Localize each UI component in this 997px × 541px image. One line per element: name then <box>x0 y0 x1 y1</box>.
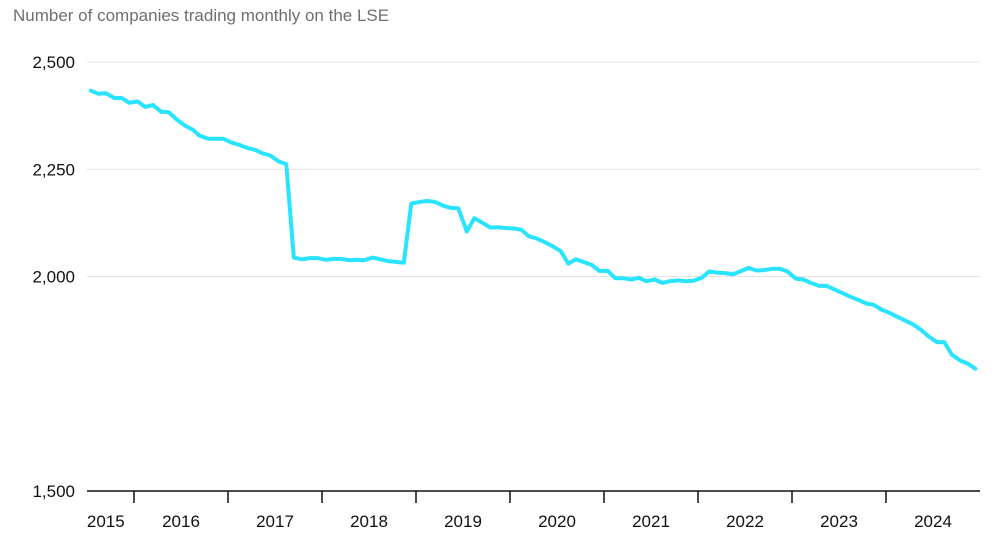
x-tick-label: 2023 <box>820 512 858 531</box>
x-tick-label: 2021 <box>632 512 670 531</box>
x-tick-label: 2015 <box>87 512 125 531</box>
x-tick-label: 2016 <box>162 512 200 531</box>
gridlines <box>87 61 980 277</box>
x-tick-label: 2020 <box>538 512 576 531</box>
y-tick-label: 1,500 <box>32 482 75 501</box>
x-tick-label: 2024 <box>914 512 952 531</box>
series-layer <box>88 88 978 371</box>
y-axis-ticks: 1,500 2,000 2,250 2,500 <box>32 53 75 501</box>
series-line <box>88 88 978 371</box>
y-tick-label: 2,250 <box>32 160 75 179</box>
x-tick-label: 2019 <box>444 512 482 531</box>
x-tick-label: 2022 <box>726 512 764 531</box>
chart-title: Number of companies trading monthly on t… <box>13 6 390 25</box>
y-tick-label: 2,500 <box>32 53 75 72</box>
x-tick-label: 2018 <box>350 512 388 531</box>
y-tick-label: 2,000 <box>32 268 75 287</box>
x-axis: 2015 2016 2017 2018 2019 2020 2021 2022 2023 2024 <box>87 490 980 531</box>
x-tick-label: 2017 <box>256 512 294 531</box>
